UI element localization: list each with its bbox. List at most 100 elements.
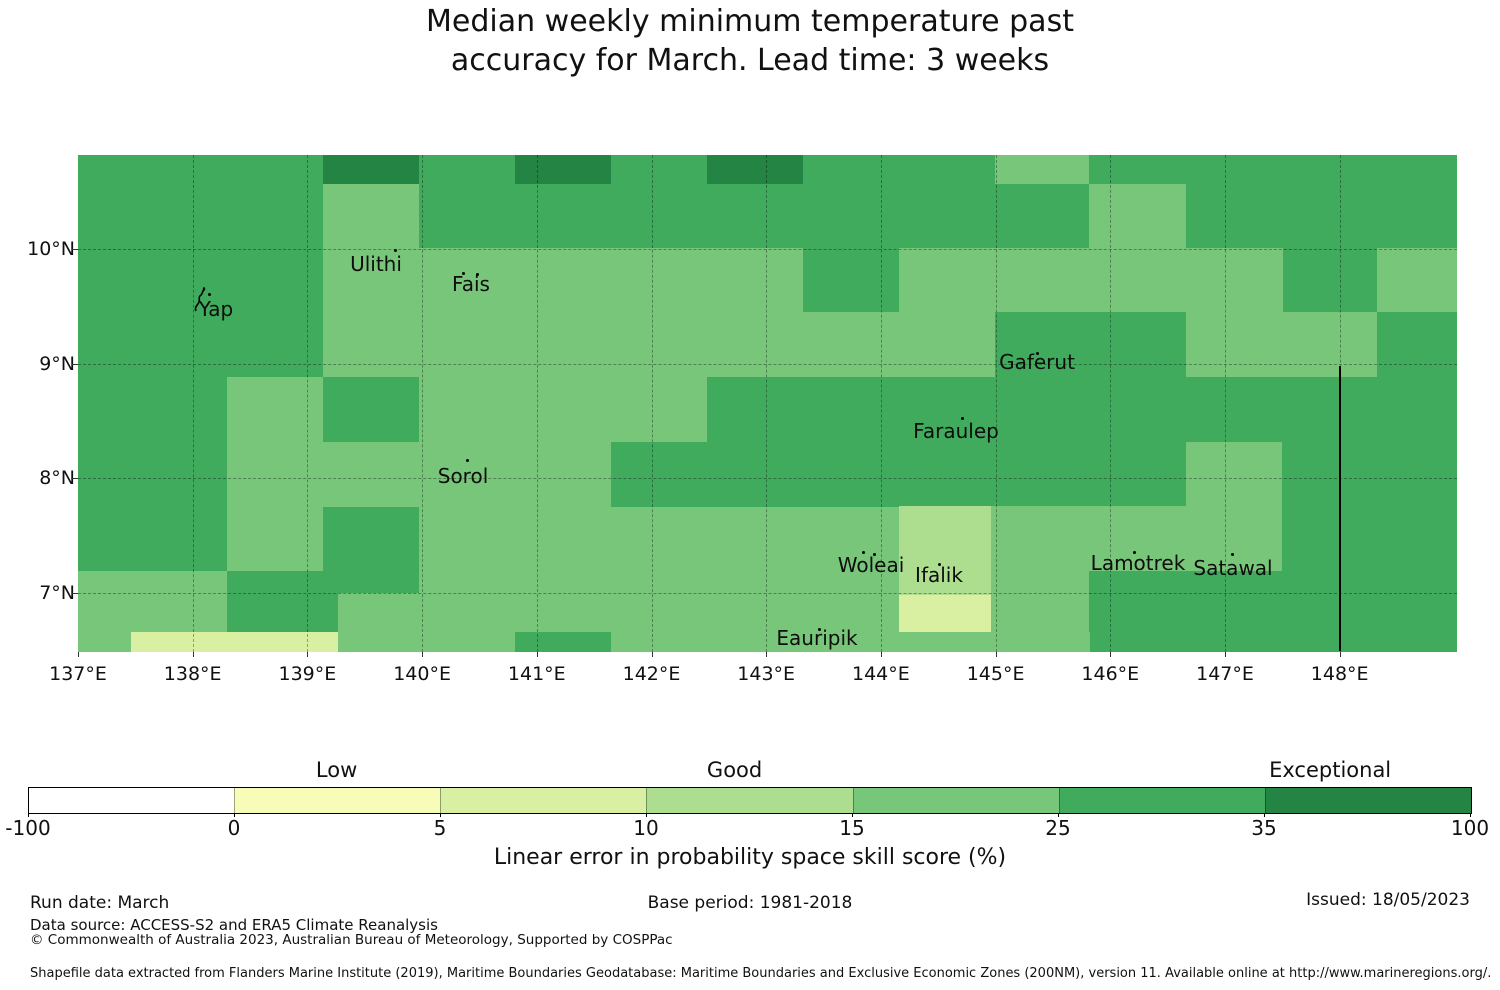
colorbar-segment-1 — [234, 788, 441, 813]
colorbar-tick-label: 0 — [227, 816, 241, 840]
map-cell-L — [991, 571, 1089, 632]
colorbar-tick-label: 35 — [1251, 816, 1277, 840]
colorbar-caption: Linear error in probability space skill … — [493, 845, 1007, 870]
map-cell-D — [707, 155, 803, 184]
x-tick-mark — [192, 652, 194, 657]
x-tick-mark — [307, 652, 309, 657]
map-plot-area: Yap Ulithi Fais Sorol Gaferut Faraulep Woleai I… — [78, 155, 1457, 652]
shapefile-attribution-text: Shapefile data extracted from Flanders M… — [30, 966, 1492, 981]
y-tick-label: 7°N — [39, 581, 75, 604]
gridline-lon-143 — [766, 155, 768, 652]
map-cell-L — [1186, 312, 1377, 377]
island-marker-satawal — [1231, 553, 1234, 556]
copyright-text: © Commonwealth of Australia 2023, Austra… — [30, 932, 673, 948]
island-label-sorol: Sorol — [437, 464, 489, 488]
data-source-text: Data source: ACCESS-S2 and ERA5 Climate … — [30, 916, 438, 934]
y-tick-mark — [72, 592, 78, 594]
map-cell-Y — [131, 632, 338, 652]
island-label-woleai: Woleai — [837, 553, 905, 577]
map-cell-L — [1377, 248, 1457, 312]
issued-date-text: Issued: 18/05/2023 — [1306, 890, 1470, 910]
x-tick-mark — [880, 652, 882, 657]
colorbar — [28, 787, 1472, 814]
colorbar-segment-3 — [646, 788, 853, 813]
gridline-lon-141 — [536, 155, 538, 652]
island-marker-faraulep — [961, 417, 964, 420]
map-cell-L — [338, 593, 899, 632]
map-cell-L — [995, 155, 1089, 184]
x-tick-mark — [422, 652, 424, 657]
colorbar-tick-mark — [440, 813, 441, 817]
gridline-lon-144 — [880, 155, 882, 652]
island-marker-woleai — [873, 553, 876, 556]
map-cell-L — [991, 506, 1186, 571]
map-cell-L — [419, 312, 995, 377]
map-cell-L — [227, 377, 323, 571]
map-cell-M — [227, 571, 419, 593]
colorbar-segment-4 — [852, 788, 1059, 813]
map-cell-L — [323, 442, 611, 507]
island-marker-yap — [208, 293, 211, 296]
colorbar-tick-label: 5 — [433, 816, 447, 840]
island-label-yap: Yap — [198, 297, 234, 321]
map-cell-L — [419, 377, 707, 442]
map-cell-D — [515, 155, 611, 184]
gridline-lon-142 — [651, 155, 653, 652]
x-tick-label: 139°E — [278, 663, 337, 685]
map-cell-P — [899, 506, 991, 595]
x-tick-label: 142°E — [622, 663, 681, 685]
island-label-faraulep: Faraulep — [913, 419, 999, 443]
map-cell-L — [419, 507, 899, 571]
island-marker-fais — [462, 272, 465, 275]
colorbar-tick-label: 25 — [1045, 816, 1071, 840]
colorbar-tick-mark — [646, 813, 647, 817]
x-tick-label: 141°E — [507, 663, 566, 685]
colorbar-tick-mark — [234, 813, 235, 817]
colorbar-tick-label: 15 — [839, 816, 865, 840]
colorbar-segment-2 — [440, 788, 647, 813]
colorbar-segment-5 — [1058, 788, 1265, 813]
chart-title-line2: accuracy for March. Lead time: 3 weeks — [450, 43, 1050, 78]
colorbar-category-low: Low — [315, 758, 358, 782]
colorbar-segment-0 — [29, 788, 235, 813]
y-tick-mark — [72, 478, 78, 480]
map-cell-Y — [899, 595, 991, 632]
y-tick-label: 10°N — [27, 238, 75, 260]
island-marker-sorol — [466, 459, 469, 462]
y-tick-label: 8°N — [39, 467, 75, 490]
x-tick-label: 147°E — [1196, 663, 1254, 685]
x-tick-mark — [1339, 652, 1341, 657]
colorbar-tick-label: 10 — [633, 816, 659, 840]
colorbar-tick-mark — [28, 813, 29, 817]
island-label-ulithi: Ulithi — [350, 252, 402, 276]
map-cell-M — [227, 593, 338, 632]
map-cell-L — [323, 184, 419, 377]
gridline-lat-10 — [78, 249, 1457, 250]
gridline-lon-145 — [995, 155, 997, 652]
island-marker-lamotrek — [1133, 551, 1136, 554]
colorbar-tick-mark — [1264, 813, 1265, 817]
island-label-lamotrek: Lamotrek — [1090, 551, 1186, 575]
x-tick-label: 146°E — [1081, 663, 1140, 685]
map-cell-L — [611, 632, 1090, 652]
x-tick-label: 143°E — [737, 663, 796, 685]
x-tick-mark — [651, 652, 653, 657]
colorbar-tick-mark — [1058, 813, 1059, 817]
colorbar-tick-label: 100 — [1450, 816, 1490, 840]
colorbar-tick-mark — [852, 813, 853, 817]
map-cell-L — [338, 632, 515, 652]
colorbar-category-good: Good — [706, 758, 763, 782]
island-label-satawal: Satawal — [1193, 556, 1273, 580]
island-marker-ulithi — [394, 249, 397, 252]
x-tick-label: 140°E — [393, 663, 451, 685]
gridline-lon-146 — [1110, 155, 1112, 652]
gridline-lon-140 — [422, 155, 424, 652]
x-tick-label: 145°E — [966, 663, 1025, 685]
colorbar-tick-label: -100 — [5, 816, 51, 840]
map-cell-L — [419, 248, 803, 312]
colorbar-segment-6 — [1264, 788, 1471, 813]
chart-title-line1: Median weekly minimum temperature past — [426, 4, 1074, 39]
x-tick-label: 137°E — [49, 663, 107, 685]
island-label-ifalik: Ifalik — [915, 563, 963, 587]
gridline-lat-9 — [78, 363, 1457, 365]
